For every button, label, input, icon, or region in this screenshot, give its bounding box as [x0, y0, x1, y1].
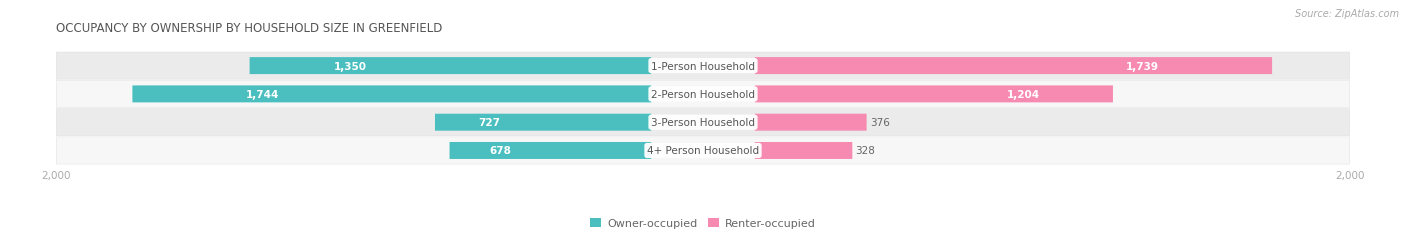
Text: 328: 328	[856, 146, 876, 156]
FancyBboxPatch shape	[755, 86, 1114, 103]
Text: 1,350: 1,350	[333, 61, 367, 71]
FancyBboxPatch shape	[434, 114, 651, 131]
FancyBboxPatch shape	[132, 86, 651, 103]
FancyBboxPatch shape	[250, 58, 651, 75]
FancyBboxPatch shape	[450, 142, 651, 159]
Text: 376: 376	[870, 118, 890, 128]
Legend: Owner-occupied, Renter-occupied: Owner-occupied, Renter-occupied	[586, 213, 820, 231]
FancyBboxPatch shape	[56, 137, 1350, 164]
Text: 1,744: 1,744	[246, 89, 278, 100]
Text: 2-Person Household: 2-Person Household	[651, 89, 755, 100]
Text: 3-Person Household: 3-Person Household	[651, 118, 755, 128]
Text: 678: 678	[489, 146, 510, 156]
Text: Source: ZipAtlas.com: Source: ZipAtlas.com	[1295, 9, 1399, 19]
FancyBboxPatch shape	[755, 114, 866, 131]
FancyBboxPatch shape	[56, 109, 1350, 136]
Text: 4+ Person Household: 4+ Person Household	[647, 146, 759, 156]
Text: OCCUPANCY BY OWNERSHIP BY HOUSEHOLD SIZE IN GREENFIELD: OCCUPANCY BY OWNERSHIP BY HOUSEHOLD SIZE…	[56, 22, 443, 35]
FancyBboxPatch shape	[56, 81, 1350, 108]
Text: 1-Person Household: 1-Person Household	[651, 61, 755, 71]
FancyBboxPatch shape	[56, 53, 1350, 80]
Text: 1,739: 1,739	[1126, 61, 1160, 71]
FancyBboxPatch shape	[755, 142, 852, 159]
Text: 1,204: 1,204	[1007, 89, 1040, 100]
Text: 727: 727	[478, 118, 501, 128]
FancyBboxPatch shape	[755, 58, 1272, 75]
